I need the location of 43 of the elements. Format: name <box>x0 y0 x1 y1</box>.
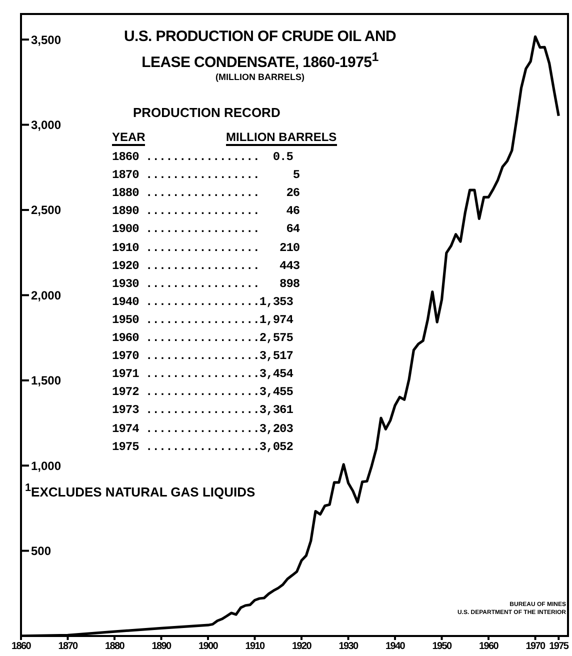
y-tick-label: 2,000 <box>31 288 62 302</box>
annotation: MILLION BARRELS <box>226 130 337 146</box>
y-tick-label: 1,500 <box>31 374 62 388</box>
y-tick-label: 3,500 <box>31 32 62 47</box>
y-tick-label: 1,000 <box>31 458 62 473</box>
x-tick-label: 1940 <box>385 641 406 652</box>
annotation: 1880 ................. 26 <box>112 186 300 200</box>
annotation: 1920 ................. 443 <box>112 258 300 273</box>
annotation: PRODUCTION RECORD <box>133 105 280 120</box>
text: (MILLION BARRELS) <box>214 72 306 82</box>
annotation: 1974 .................3,203 <box>112 422 293 436</box>
x-tick-label: 1880 <box>104 641 126 652</box>
x-tick-label: 1920 <box>292 641 312 652</box>
x-tick-label: 1890 <box>152 641 172 652</box>
y-tick-label: 3,000 <box>31 118 62 132</box>
x-tick-label: 1870 <box>58 641 79 652</box>
annotation: 1972 .................3,455 <box>112 385 293 400</box>
x-tick-label: 1930 <box>338 641 360 652</box>
annotation: $^{1}$EXCLUDES NATURAL GAS LIQUIDS <box>25 482 256 500</box>
y-tick-label: 500 <box>31 544 52 558</box>
x-tick-label: 1950 <box>432 641 453 652</box>
annotation: 1900 ................. 64 <box>112 222 300 236</box>
annotation: 1890 ................. 46 <box>112 204 300 218</box>
x-tick-label: 1910 <box>245 641 266 652</box>
annotation: 1973 .................3,361 <box>112 403 293 418</box>
annotation: 1940 .................1,353 <box>112 294 293 309</box>
annotation: 1910 ................. 210 <box>112 240 300 254</box>
x-tick-label: 1975 <box>549 641 570 652</box>
annotation: 1960 .................2,575 <box>112 331 293 345</box>
annotation: 1870 ................. 5 <box>112 168 300 182</box>
annotation: 1970 .................3,517 <box>112 349 293 364</box>
annotation: 1971 .................3,454 <box>112 367 293 382</box>
annotation: 1930 ................. 898 <box>112 276 300 291</box>
x-tick-label: 1900 <box>198 641 219 652</box>
annotation: 1950 .................1,974 <box>112 312 293 327</box>
x-tick-label: 1970 <box>526 641 546 652</box>
annotation: 1975 .................3,052 <box>112 440 293 454</box>
x-tick-label: 1860 <box>11 641 32 652</box>
annotation: YEAR <box>112 130 146 146</box>
text: U.S. PRODUCTION OF CRUDE OIL AND LEASE CONDENSATE, 1860-1975$^{1}$ <box>122 27 398 73</box>
x-tick-label: 1960 <box>479 641 500 652</box>
annotation: 1860 ................. 0.5 <box>112 150 293 164</box>
y-tick-label: 2,500 <box>31 203 62 218</box>
